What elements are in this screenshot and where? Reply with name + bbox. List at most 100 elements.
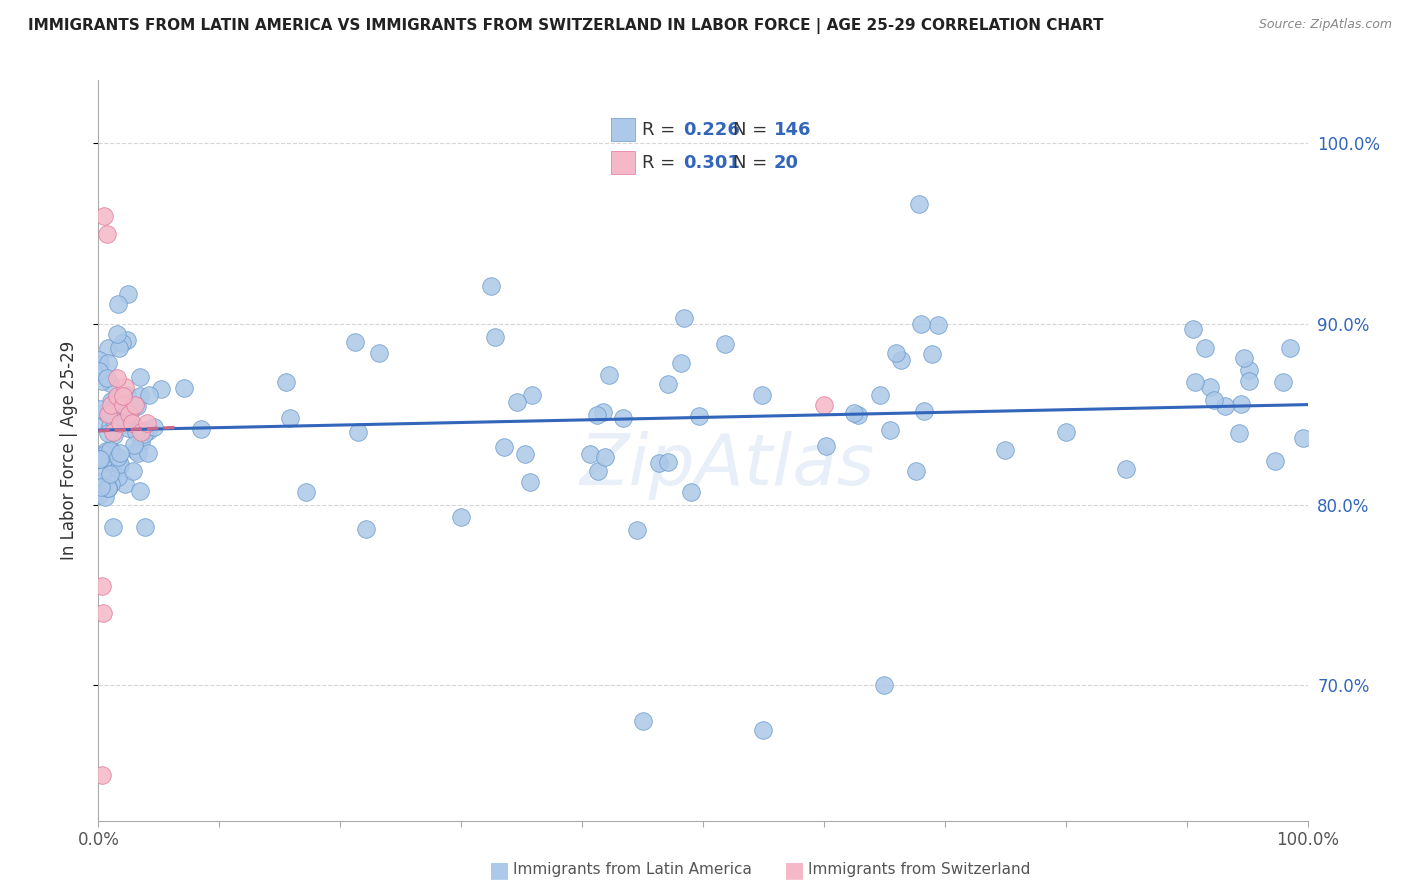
Point [96, 227, 118, 241]
Point [114, 402, 136, 417]
Point [105, 326, 128, 341]
Text: ■: ■ [489, 860, 509, 880]
Point [128, 483, 150, 498]
Point [142, 420, 165, 434]
Point [1237, 374, 1260, 388]
Point [107, 406, 129, 420]
Point [671, 355, 693, 369]
Point [276, 375, 298, 389]
Point [1194, 341, 1216, 355]
Point [127, 399, 149, 413]
Point [484, 330, 506, 344]
Point [97, 341, 120, 355]
Point [89, 353, 111, 368]
Point [1239, 363, 1261, 377]
Point [89, 451, 111, 466]
Point [111, 389, 134, 403]
Point [368, 346, 391, 360]
Y-axis label: In Labor Force | Age 25-29: In Labor Force | Age 25-29 [59, 341, 77, 560]
Point [994, 443, 1017, 458]
Point [612, 410, 634, 425]
Text: R =: R = [643, 153, 681, 172]
Point [579, 447, 602, 461]
Point [927, 318, 949, 333]
Point [121, 401, 143, 416]
Text: 146: 146 [773, 121, 811, 139]
Text: Source: ZipAtlas.com: Source: ZipAtlas.com [1258, 18, 1392, 31]
Text: Immigrants from Latin America: Immigrants from Latin America [513, 863, 752, 877]
Point [124, 425, 146, 440]
Point [598, 368, 620, 382]
Point [129, 389, 152, 403]
Point [103, 406, 125, 420]
Point [280, 410, 302, 425]
Point [117, 387, 139, 401]
Point [89, 402, 111, 417]
Point [679, 484, 702, 499]
Point [94, 491, 117, 505]
Text: 0.301: 0.301 [683, 153, 740, 172]
Text: ZipAtlas: ZipAtlas [579, 431, 875, 500]
Point [91, 374, 114, 388]
Point [101, 466, 124, 480]
Point [108, 458, 131, 472]
Point [127, 446, 149, 460]
Bar [612, 119, 636, 141]
Point [115, 334, 138, 348]
Point [520, 388, 543, 402]
Point [1227, 425, 1250, 440]
Point [89, 416, 111, 430]
Point [96, 371, 118, 385]
Point [626, 523, 648, 537]
Point [904, 464, 927, 478]
Point [125, 443, 148, 458]
Point [100, 455, 122, 469]
Point [921, 347, 943, 361]
Point [94, 473, 117, 487]
Point [91, 606, 114, 620]
Point [94, 405, 117, 419]
Point [907, 196, 929, 211]
Point [111, 398, 134, 412]
Point [122, 419, 145, 434]
Point [138, 388, 160, 402]
Point [93, 447, 115, 461]
Point [844, 406, 866, 420]
Point [117, 421, 139, 435]
Text: ■: ■ [785, 860, 804, 880]
Text: Immigrants from Switzerland: Immigrants from Switzerland [808, 863, 1031, 877]
Point [506, 395, 529, 409]
Point [104, 413, 127, 427]
Point [89, 488, 111, 502]
Point [96, 444, 118, 458]
Point [101, 395, 124, 409]
Point [101, 520, 124, 534]
Point [91, 768, 114, 782]
Point [100, 477, 122, 491]
Point [814, 439, 837, 453]
Point [100, 394, 122, 409]
Point [752, 723, 775, 738]
Point [149, 382, 172, 396]
Point [657, 377, 679, 392]
Point [129, 425, 152, 440]
Point [89, 359, 111, 373]
Text: R =: R = [643, 121, 681, 139]
Point [124, 398, 146, 412]
Point [100, 444, 122, 458]
Point [108, 417, 131, 431]
Point [121, 417, 143, 431]
Point [135, 417, 157, 431]
Point [98, 406, 121, 420]
Point [173, 381, 195, 395]
Point [657, 454, 679, 468]
Bar [612, 151, 636, 174]
Point [134, 423, 156, 437]
Point [1115, 461, 1137, 475]
Text: N =: N = [733, 153, 773, 172]
Point [593, 450, 616, 464]
Point [813, 398, 835, 412]
Point [93, 209, 115, 223]
Point [884, 346, 907, 360]
Point [713, 337, 735, 351]
